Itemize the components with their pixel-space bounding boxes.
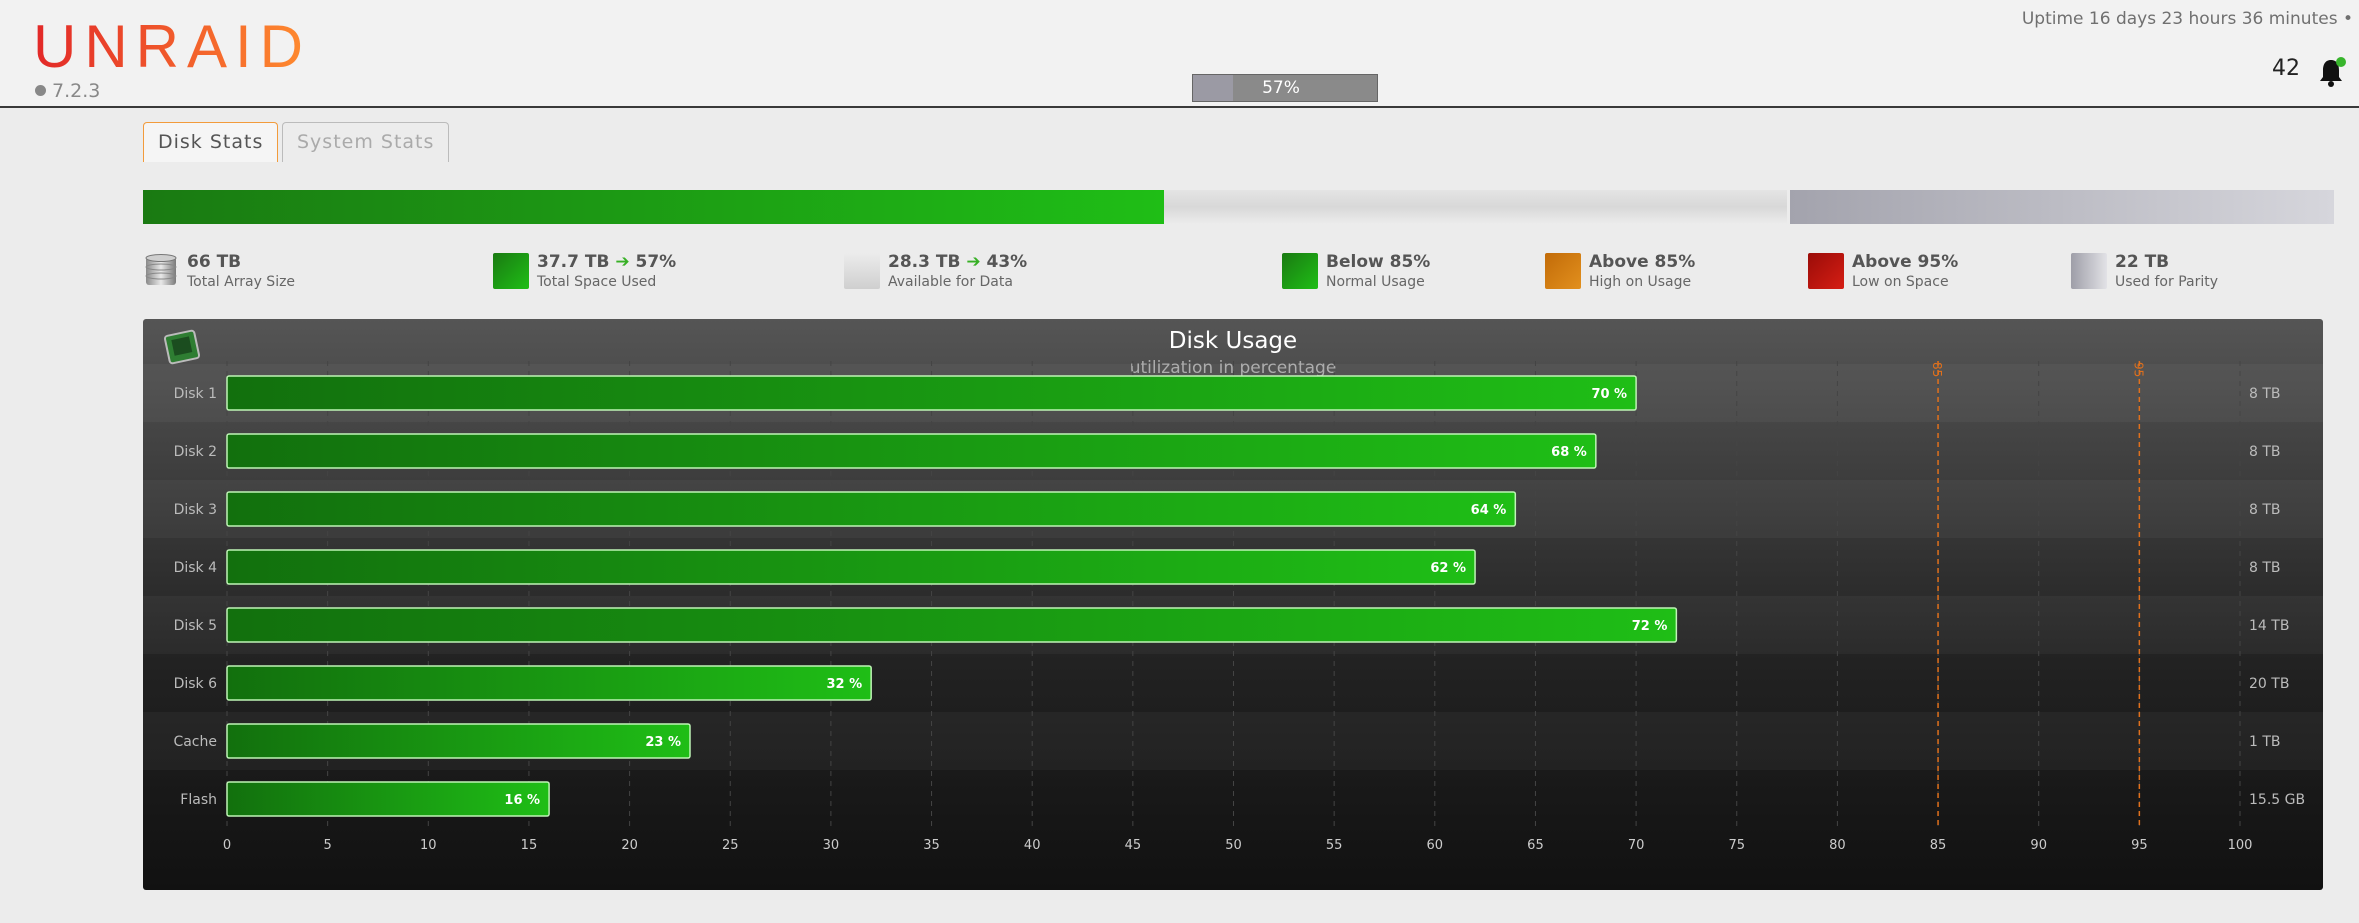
bar-value-label: 16 %	[504, 793, 540, 808]
x-tick-label: 15	[521, 838, 538, 853]
x-tick-label: 60	[1427, 838, 1444, 853]
header-bar: UNRAID 7.2.3 Uptime 16 days 23 hours 36 …	[0, 0, 2359, 108]
bar-value-label: 70 %	[1591, 387, 1627, 402]
category-label: Disk 2	[174, 444, 217, 460]
x-tick-label: 65	[1527, 838, 1544, 853]
legend-desc: Total Array Size	[187, 274, 296, 290]
category-label: Disk 6	[174, 676, 218, 692]
x-tick-label: 25	[722, 838, 739, 853]
category-label: Flash	[180, 792, 217, 808]
legend-desc: Used for Parity	[2115, 274, 2219, 290]
version-label[interactable]: 7.2.3	[35, 80, 100, 102]
legend-value: 22 TB	[2115, 252, 2170, 272]
bar	[226, 781, 550, 817]
x-tick-label: 20	[621, 838, 638, 853]
legend-swatch	[1282, 253, 1318, 289]
x-tick-label: 85	[1930, 838, 1947, 853]
x-tick-label: 70	[1628, 838, 1645, 853]
disk-size-label: 20 TB	[2249, 676, 2289, 692]
chart-subtitle: utilization in percentage	[1130, 358, 1337, 378]
category-label: Cache	[173, 734, 217, 750]
bar	[226, 665, 872, 701]
tab-disk-stats[interactable]: Disk Stats	[143, 122, 279, 162]
notification-count[interactable]: 42	[2272, 56, 2300, 81]
legend-swatch	[493, 253, 529, 289]
x-tick-label: 45	[1125, 838, 1142, 853]
array-usage-fill	[143, 190, 1165, 224]
legend-value: 37.7 TB ➔ 57%	[537, 252, 677, 272]
legend-value: Above 95%	[1852, 252, 1959, 272]
disk-usage-chart: Disk Usage utilization in percentage 0 5 1…	[143, 319, 2323, 890]
disk-size-label: 8 TB	[2249, 502, 2281, 518]
legend-value: Above 85%	[1589, 252, 1696, 272]
legend-desc: Available for Data	[888, 274, 1013, 290]
x-tick-label: 5	[324, 838, 332, 853]
arrow-right-icon: ➔	[615, 252, 630, 272]
x-tick-label: 75	[1728, 838, 1745, 853]
x-tick-label: 80	[1829, 838, 1846, 853]
disk-size-label: 1 TB	[2249, 734, 2281, 750]
legend-desc: Normal Usage	[1326, 274, 1425, 290]
bell-icon[interactable]	[2316, 56, 2346, 88]
legend-desc: Total Space Used	[537, 274, 657, 290]
x-tick-label: 10	[420, 838, 437, 853]
bar-value-label: 62 %	[1430, 561, 1466, 576]
legend-swatch	[2071, 253, 2107, 289]
bar	[226, 375, 1637, 411]
legend-swatch	[1545, 253, 1581, 289]
x-tick-label: 35	[923, 838, 940, 853]
legend-value: 28.3 TB ➔ 43%	[888, 252, 1028, 272]
category-label: Disk 4	[174, 560, 218, 576]
array-usage-bar	[143, 190, 1787, 224]
x-tick-label: 55	[1326, 838, 1343, 853]
disk-size-label: 15.5 GB	[2249, 792, 2305, 808]
uptime-text: Uptime 16 days 23 hours 36 minutes •	[2021, 9, 2353, 29]
parity-bar	[1790, 190, 2334, 224]
legend-swatch	[1808, 253, 1844, 289]
legend-value: 66 TB	[187, 252, 242, 272]
version-number: 7.2.3	[52, 80, 101, 102]
legend-value: Below 85%	[1326, 252, 1431, 272]
bar-value-label: 72 %	[1632, 619, 1668, 634]
x-tick-label: 40	[1024, 838, 1041, 853]
cpu-load-bar: 57%	[1192, 74, 1378, 102]
x-tick-label: 95	[2131, 838, 2148, 853]
cpu-load-label: 57%	[1262, 78, 1300, 98]
database-icon	[145, 254, 177, 285]
x-tick-label: 50	[1225, 838, 1242, 853]
bar	[226, 723, 691, 759]
legend-desc: Low on Space	[1852, 274, 1949, 290]
bar	[226, 491, 1517, 527]
bar-value-label: 68 %	[1551, 445, 1587, 460]
x-tick-label: 0	[223, 838, 231, 853]
category-label: Disk 1	[174, 386, 217, 402]
chart-title: Disk Usage	[1169, 328, 1297, 354]
legend-swatch	[844, 253, 880, 289]
bar	[226, 607, 1678, 643]
info-icon	[35, 85, 46, 96]
tab-system-stats[interactable]: System Stats	[282, 122, 450, 162]
cpu-load-fill	[1193, 75, 1233, 101]
disk-usage-chart-svg: Disk Usage utilization in percentage 0 5 1…	[143, 328, 2323, 853]
bar-value-label: 64 %	[1471, 503, 1507, 518]
disk-size-label: 8 TB	[2249, 560, 2281, 576]
x-tick-label: 90	[2030, 838, 2047, 853]
bar-value-label: 32 %	[827, 677, 863, 692]
arrow-right-icon: ➔	[966, 252, 981, 272]
category-label: Disk 3	[174, 502, 217, 518]
unraid-logo[interactable]: UNRAID	[33, 13, 312, 80]
disk-size-label: 8 TB	[2249, 386, 2281, 402]
disk-size-label: 8 TB	[2249, 444, 2281, 460]
bar-value-label: 23 %	[645, 735, 681, 750]
chart-menu-icon[interactable]	[163, 329, 201, 365]
legend-desc: High on Usage	[1589, 274, 1692, 290]
category-label: Disk 5	[174, 618, 217, 634]
x-tick-label: 30	[823, 838, 840, 853]
disk-size-label: 14 TB	[2249, 618, 2289, 634]
threshold-label: 85	[1930, 362, 1944, 377]
x-tick-label: 100	[2228, 838, 2253, 853]
bar	[226, 549, 1476, 585]
bar	[226, 433, 1597, 469]
threshold-label: 95	[2131, 362, 2145, 377]
